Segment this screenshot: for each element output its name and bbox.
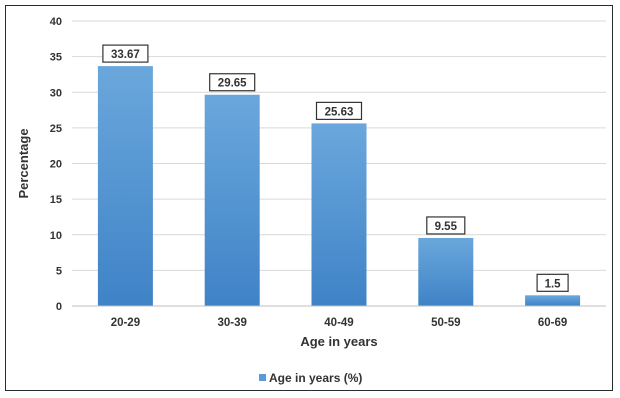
data-label-text: 29.65	[218, 78, 247, 90]
y-tick-label: 25	[50, 123, 62, 135]
data-label-box	[209, 73, 256, 92]
bar	[311, 123, 367, 306]
x-tick-label: 60-69	[538, 317, 567, 329]
y-tick-label: 20	[50, 159, 62, 171]
data-label-text: 9.55	[435, 221, 458, 233]
y-tick-label: 30	[50, 87, 62, 99]
bar	[418, 237, 474, 306]
data-label-box	[426, 216, 466, 235]
y-axis-ticks: 0 5 10 15 20 25 30 35 40	[50, 16, 62, 313]
x-axis-title: Age in years	[300, 334, 377, 349]
y-tick-label: 35	[50, 52, 62, 64]
data-label-text: 33.67	[111, 49, 140, 61]
legend-label: Age in years (%)	[269, 371, 362, 385]
y-tick-label: 10	[50, 230, 62, 242]
y-tick-label: 40	[50, 16, 62, 28]
bar	[525, 295, 581, 306]
bar	[204, 94, 260, 307]
data-label: 33.67	[102, 44, 149, 63]
x-tick-label: 50-59	[431, 317, 460, 329]
data-label-text: 25.63	[325, 106, 354, 118]
y-tick-label: 5	[56, 265, 62, 277]
bar	[97, 66, 153, 306]
data-label: 1.5	[536, 273, 569, 292]
data-label: 25.63	[315, 101, 363, 120]
x-axis-categories: 20-29 30-39 40-49 50-59 60-69	[111, 317, 568, 329]
chart-frame: 0 5 10 15 20 25 30 35 40 33.67 29.65 25.63 9.55 1.5 …	[5, 5, 613, 391]
x-tick-label: 30-39	[217, 317, 246, 329]
data-labels: 33.67 29.65 25.63 9.55 1.5	[102, 44, 569, 292]
x-tick-label: 40-49	[324, 317, 353, 329]
y-tick-label: 0	[56, 301, 62, 313]
data-label: 9.55	[426, 216, 466, 235]
y-tick-label: 15	[50, 194, 62, 206]
data-label-text: 1.5	[545, 278, 562, 290]
x-tick-label: 20-29	[111, 317, 140, 329]
legend-swatch	[259, 374, 266, 381]
data-label-box	[315, 101, 363, 120]
data-label-box	[536, 273, 569, 292]
y-axis-title: Percentage	[16, 128, 31, 198]
legend: Age in years (%)	[259, 371, 362, 385]
data-label: 29.65	[209, 73, 256, 92]
data-label-box	[102, 44, 149, 63]
bars	[97, 66, 581, 307]
